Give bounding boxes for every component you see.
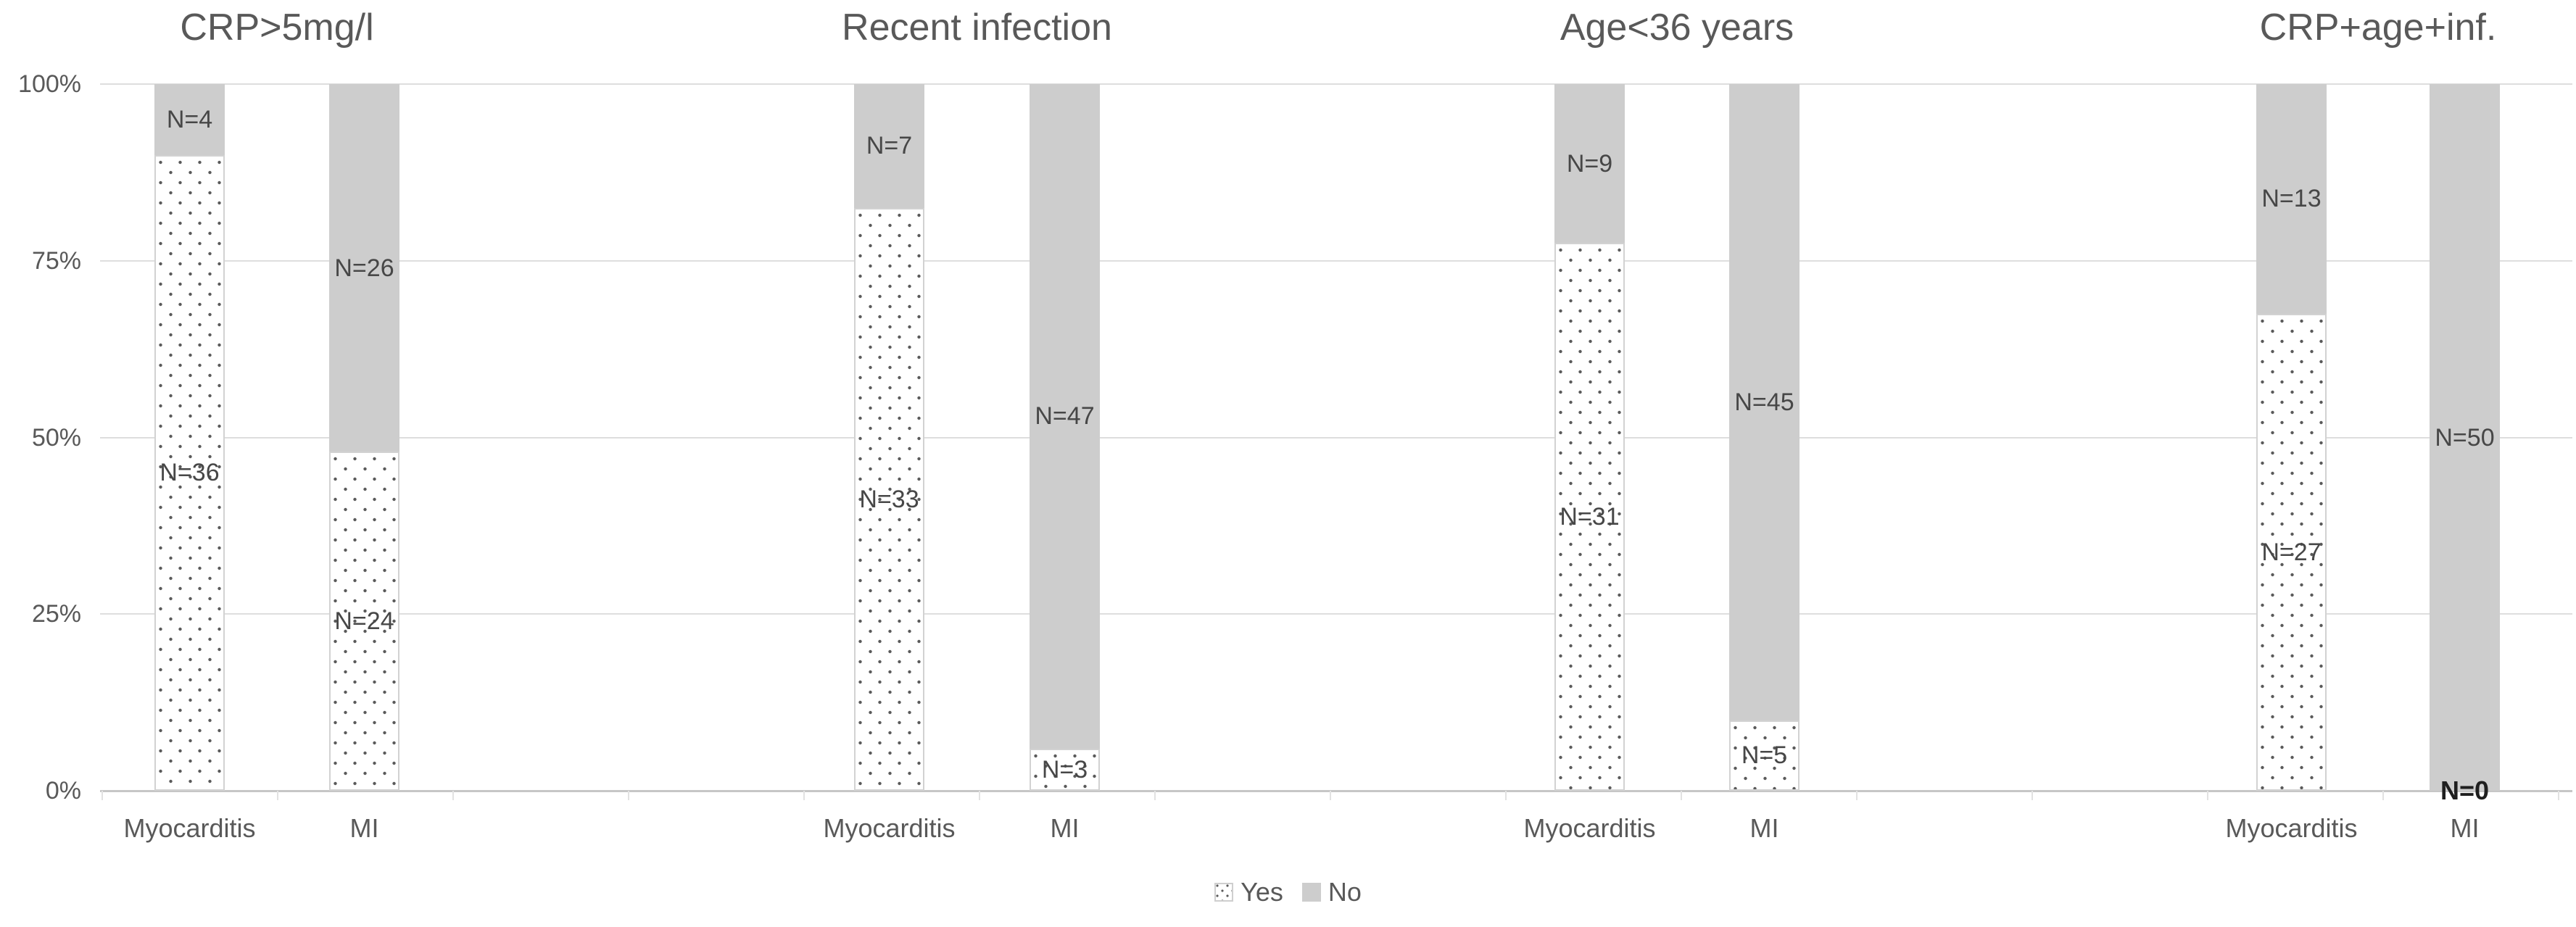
category-axis-tick xyxy=(2558,791,2559,800)
legend-item-no: No xyxy=(1301,877,1362,907)
gridline xyxy=(100,83,2572,85)
category-label: Myocarditis xyxy=(2225,813,2358,843)
category-axis-tick xyxy=(628,791,629,800)
gridline xyxy=(100,259,2572,262)
category-axis-tick xyxy=(1154,791,1156,800)
segment-label-yes: N=36 xyxy=(160,459,220,487)
segment-no xyxy=(2430,84,2500,791)
segment-yes xyxy=(1030,748,1100,791)
stacked-bar-myocarditis: N=7 N=33 xyxy=(854,84,924,791)
gridline xyxy=(100,790,2572,792)
legend: Yes No xyxy=(0,877,2576,907)
category-axis-tick xyxy=(2207,791,2208,800)
category-axis-tick xyxy=(102,791,103,800)
category-label: MI xyxy=(1050,813,1080,843)
segment-label-yes: N=3 xyxy=(1041,755,1088,783)
group-title: CRP+age+inf. xyxy=(2259,7,2497,49)
segment-label-yes: N=27 xyxy=(2261,538,2322,566)
segment-label-no: N=13 xyxy=(2261,185,2322,213)
legend-label-yes: Yes xyxy=(1241,877,1283,907)
y-axis-tick-label: 100% xyxy=(18,70,81,98)
category-axis-tick xyxy=(803,791,805,800)
segment-label-yes: N=5 xyxy=(1741,741,1788,770)
segment-label-no: N=26 xyxy=(334,254,394,282)
y-axis-tick-label: 0% xyxy=(45,777,81,805)
y-axis-tick-label: 75% xyxy=(31,246,81,275)
category-label: Myocarditis xyxy=(1523,813,1656,843)
category-axis-tick xyxy=(1681,791,1682,800)
segment-label-no: N=7 xyxy=(866,132,913,160)
stacked-bar-myocarditis: N=4 N=36 xyxy=(154,84,225,791)
segment-label-no: N=50 xyxy=(2435,423,2495,452)
category-label: MI xyxy=(1749,813,1779,843)
legend-item-yes: Yes xyxy=(1214,877,1283,907)
stacked-bar-myocarditis: N=13 N=27 xyxy=(2256,84,2327,791)
segment-label-no: N=4 xyxy=(166,105,213,133)
group-title: CRP>5mg/l xyxy=(180,7,374,49)
segment-no xyxy=(1030,84,1100,749)
segment-no xyxy=(1554,84,1625,244)
segment-no xyxy=(1729,84,1800,720)
segment-yes xyxy=(1729,720,1800,791)
category-label: Myocarditis xyxy=(123,813,256,843)
category-axis-tick xyxy=(979,791,980,800)
category-axis-tick xyxy=(277,791,278,800)
stacked-bar-myocarditis: N=9 N=31 xyxy=(1554,84,1625,791)
stacked-bar-mi: N=45 N=5 xyxy=(1729,84,1800,791)
category-label: MI xyxy=(2450,813,2480,843)
segment-no xyxy=(329,84,399,452)
segment-label-yes: N=0 xyxy=(2440,776,2490,805)
segment-no xyxy=(2256,84,2327,314)
segment-yes xyxy=(2256,313,2327,791)
segment-yes xyxy=(1554,243,1625,791)
stacked-bar-mi: N=50 N=0 xyxy=(2430,84,2500,804)
segment-label-no: N=9 xyxy=(1566,149,1613,178)
category-axis-tick xyxy=(452,791,454,800)
segment-no xyxy=(154,84,225,155)
category-label: Myocarditis xyxy=(823,813,956,843)
segment-label-no: N=45 xyxy=(1734,388,1794,416)
segment-label-yes: N=24 xyxy=(334,607,394,635)
category-axis-tick xyxy=(2032,791,2033,800)
segment-label-yes: N=33 xyxy=(859,485,919,513)
segment-yes xyxy=(329,452,399,791)
stacked-bar-mi: N=26 N=24 xyxy=(329,84,399,791)
segment-label-no: N=47 xyxy=(1035,402,1095,431)
legend-swatch-no-icon xyxy=(1301,883,1321,902)
legend-swatch-yes-icon xyxy=(1214,883,1234,902)
category-axis-tick xyxy=(1330,791,1331,800)
segment-yes xyxy=(154,154,225,791)
category-axis-tick xyxy=(2382,791,2384,800)
segment-no xyxy=(854,84,924,208)
group-title: Recent infection xyxy=(842,7,1112,49)
legend-label-no: No xyxy=(1328,877,1362,907)
stacked-bar-mi: N=47 N=3 xyxy=(1030,84,1100,791)
y-axis-tick-label: 25% xyxy=(31,600,81,628)
category-label: MI xyxy=(349,813,379,843)
y-axis-tick-label: 50% xyxy=(31,423,81,452)
category-axis-tick xyxy=(1856,791,1858,800)
group-title: Age<36 years xyxy=(1560,7,1794,49)
segment-yes xyxy=(854,207,924,791)
gridline xyxy=(100,613,2572,615)
segment-label-yes: N=31 xyxy=(1560,503,1620,531)
category-axis-tick xyxy=(1505,791,1507,800)
gridline xyxy=(100,436,2572,438)
